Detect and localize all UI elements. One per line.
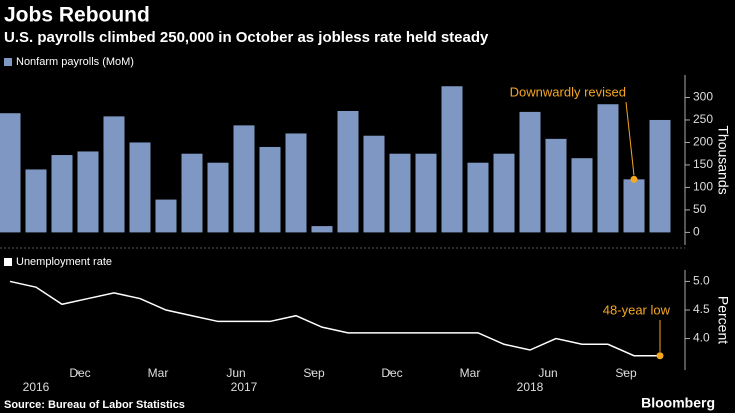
annotation-leader: [625, 101, 635, 176]
y-tick-label: 4.0: [693, 331, 710, 345]
x-tick-label: Sep: [615, 366, 637, 380]
legend-swatch: [4, 258, 12, 266]
bar: [181, 153, 203, 233]
legend-label: Nonfarm payrolls (MoM): [16, 56, 134, 68]
bar: [649, 119, 671, 233]
x-tick-label: Mar: [148, 366, 169, 380]
legend-swatch: [4, 58, 12, 66]
x-tick-label: Sep: [303, 366, 325, 380]
annotation: 48-year low: [603, 302, 671, 317]
bar: [467, 162, 489, 233]
bar: [233, 125, 255, 233]
y-tick-label: 250: [693, 112, 713, 126]
y-tick-label: 300: [693, 90, 713, 104]
chart-title: Jobs Rebound: [4, 4, 150, 27]
bar: [285, 133, 307, 233]
bar: [259, 146, 281, 233]
y-axis-label: Thousands: [715, 125, 731, 194]
annotation-dot: [630, 175, 638, 183]
y-axis-label: Percent: [715, 296, 731, 344]
bar: [207, 162, 229, 233]
y-tick-label: 50: [693, 202, 707, 216]
bar: [493, 153, 515, 233]
y-tick-label: 0: [693, 225, 700, 239]
bar: [337, 110, 359, 233]
source: Source: Bureau of Labor Statistics: [4, 399, 185, 411]
annotation: Downwardly revised: [510, 84, 626, 99]
bar: [129, 142, 151, 233]
bar: [311, 226, 333, 233]
x-tick-label: Jun: [538, 366, 557, 380]
x-tick-label: Mar: [460, 366, 481, 380]
bar: [389, 153, 411, 233]
bar: [441, 86, 463, 233]
logo: Bloomberg: [641, 395, 715, 411]
bar: [0, 113, 21, 233]
bar: [103, 116, 125, 233]
bar: [623, 179, 645, 233]
line: [9, 280, 660, 357]
bar: [25, 169, 47, 233]
x-tick-label: Dec: [69, 366, 90, 380]
bar: [155, 199, 177, 233]
y-tick-label: 100: [693, 180, 713, 194]
x-tick-label: Dec: [381, 366, 402, 380]
bar: [363, 135, 385, 233]
chart-subtitle: U.S. payrolls climbed 250,000 in October…: [4, 29, 489, 46]
legend-label: Unemployment rate: [16, 256, 112, 268]
bar: [571, 158, 593, 233]
annotation-dot: [656, 352, 664, 360]
y-tick-label: 150: [693, 157, 713, 171]
bar: [77, 151, 99, 233]
x-year-label: 2018: [517, 380, 544, 394]
bar: [545, 138, 567, 233]
x-year-label: 2016: [23, 380, 50, 394]
y-tick-label: 5.0: [693, 274, 710, 288]
bar: [415, 153, 437, 233]
bar: [597, 104, 619, 233]
y-tick-label: 4.5: [693, 302, 710, 316]
x-year-label: 2017: [231, 380, 258, 394]
x-tick-label: Jun: [226, 366, 245, 380]
bar: [51, 155, 73, 233]
bar: [519, 111, 541, 233]
y-tick-label: 200: [693, 135, 713, 149]
